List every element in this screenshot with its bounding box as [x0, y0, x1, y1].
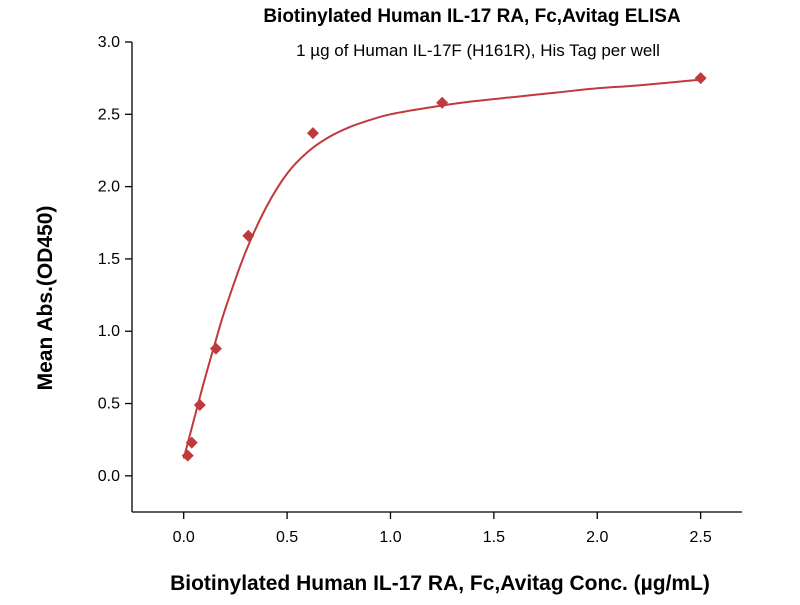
chart-title: Biotinylated Human IL-17 RA, Fc,Avitag E…: [263, 6, 681, 27]
data-point: [694, 72, 707, 85]
y-axis-ticks: 0.0 0.5 1.0 1.5 2.0 2.5 3.0: [98, 34, 132, 485]
data-point: [181, 449, 194, 462]
y-tick-label: 2.5: [98, 106, 120, 123]
x-axis-label: Biotinylated Human IL-17 RA, Fc,Avitag C…: [170, 572, 710, 595]
y-tick-label: 1.5: [98, 251, 120, 268]
fit-curve: [182, 78, 701, 459]
x-tick-label: 0.5: [276, 529, 298, 546]
data-point: [436, 96, 449, 109]
data-point: [209, 342, 222, 355]
y-tick-label: 1.0: [98, 323, 120, 340]
x-tick-label: 0.0: [173, 529, 195, 546]
x-tick-label: 1.5: [483, 529, 505, 546]
x-tick-label: 2.5: [690, 529, 712, 546]
y-tick-label: 0.0: [98, 468, 120, 485]
data-point: [185, 436, 198, 449]
data-point: [242, 229, 255, 242]
y-tick-label: 3.0: [98, 34, 120, 51]
x-tick-label: 1.0: [379, 529, 401, 546]
y-tick-label: 2.0: [98, 179, 120, 196]
data-point: [193, 398, 206, 411]
data-points: [181, 72, 707, 462]
y-tick-label: 0.5: [98, 396, 120, 413]
chart-subtitle: 1 µg of Human IL-17F (H161R), His Tag pe…: [296, 41, 660, 60]
x-axis-ticks: 0.0 0.5 1.0 1.5 2.0 2.5: [173, 512, 712, 546]
x-tick-label: 2.0: [586, 529, 608, 546]
data-point: [306, 127, 319, 140]
y-axis-label: Mean Abs.(OD450): [34, 206, 57, 391]
